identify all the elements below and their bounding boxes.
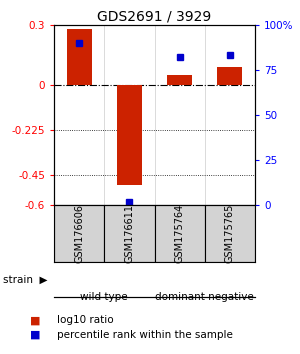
Text: log10 ratio: log10 ratio — [57, 315, 114, 325]
Text: GSM176611: GSM176611 — [124, 204, 134, 263]
Bar — [205, 205, 255, 262]
Text: GSM176606: GSM176606 — [74, 204, 84, 263]
Text: ■: ■ — [30, 330, 40, 339]
Text: GSM175764: GSM175764 — [175, 204, 184, 263]
Bar — [67, 29, 92, 85]
Bar — [154, 205, 205, 262]
Bar — [54, 205, 104, 262]
Text: percentile rank within the sample: percentile rank within the sample — [57, 330, 233, 339]
Text: ■: ■ — [30, 315, 40, 325]
Bar — [104, 205, 154, 262]
Bar — [117, 85, 142, 185]
Title: GDS2691 / 3929: GDS2691 / 3929 — [98, 10, 212, 24]
Bar — [167, 75, 192, 85]
Text: wild type: wild type — [80, 292, 128, 302]
Bar — [217, 67, 242, 85]
Text: dominant negative: dominant negative — [155, 292, 254, 302]
Text: GSM175765: GSM175765 — [225, 204, 235, 263]
Text: strain  ▶: strain ▶ — [3, 275, 47, 285]
